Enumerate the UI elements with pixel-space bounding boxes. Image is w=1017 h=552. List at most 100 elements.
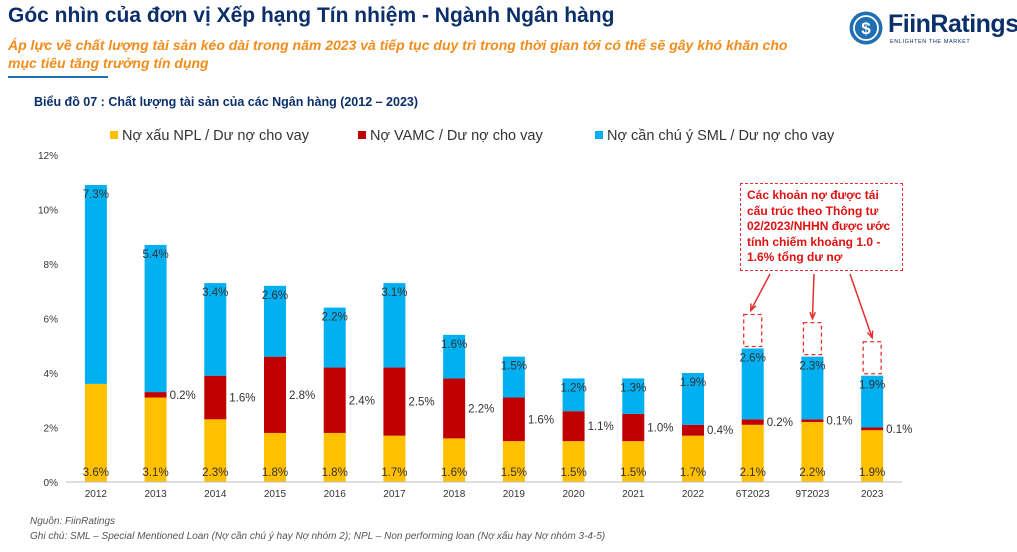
callout-arrowhead xyxy=(749,303,757,313)
bar-npl-2018 xyxy=(443,438,466,482)
y-tick-label: 2% xyxy=(44,424,59,435)
x-tick-label: 2012 xyxy=(85,489,108,500)
bar-sml-2013 xyxy=(144,244,167,393)
x-tick-label: 2013 xyxy=(144,489,167,500)
bar-sml-2019 xyxy=(502,356,525,398)
x-tick-label: 2016 xyxy=(324,489,347,500)
data-label-npl: 2.2% xyxy=(799,467,825,479)
bar-npl-9T2023 xyxy=(801,422,824,482)
bar-npl-6T2023 xyxy=(741,424,764,482)
data-label-sml: 7.3% xyxy=(83,189,109,201)
data-label-vamc: 2.5% xyxy=(408,397,434,409)
y-tick-label: 10% xyxy=(38,206,58,217)
bar-sml-2021 xyxy=(622,378,645,414)
data-label-npl: 1.7% xyxy=(680,467,706,479)
callout-arrow xyxy=(811,273,815,319)
x-tick-label: 2017 xyxy=(383,489,406,500)
data-label-vamc: 2.4% xyxy=(349,395,375,407)
legend-swatch-vamc xyxy=(358,131,366,139)
subtitle-underline xyxy=(8,76,108,78)
bar-vamc-2020 xyxy=(562,411,585,442)
data-label-npl: 1.7% xyxy=(381,467,407,479)
page-title: Góc nhìn của đơn vị Xếp hạng Tín nhiệm -… xyxy=(8,4,615,27)
bar-vamc-2018 xyxy=(443,378,466,439)
logo-circle-icon: $ xyxy=(849,11,883,45)
data-label-vamc: 1.6% xyxy=(528,414,554,426)
bar-sml-2015 xyxy=(264,285,286,357)
page-subtitle: Áp lực về chất lượng tài sản kéo dài tro… xyxy=(8,37,788,71)
x-tick-label: 6T2023 xyxy=(736,489,770,500)
bar-npl-2021 xyxy=(622,441,645,482)
data-label-vamc: 1.6% xyxy=(229,393,255,405)
bar-vamc-2013 xyxy=(144,392,167,398)
data-label-sml: 5.4% xyxy=(142,249,168,261)
data-label-sml: 2.3% xyxy=(799,361,825,373)
data-label-npl: 1.5% xyxy=(620,467,646,479)
callout-arrow xyxy=(750,273,771,311)
bar-npl-2015 xyxy=(264,432,286,482)
data-label-npl: 1.5% xyxy=(501,467,527,479)
bar-sml-2014 xyxy=(204,283,227,376)
data-label-vamc: 2.2% xyxy=(468,403,494,415)
bar-vamc-2022 xyxy=(682,424,704,436)
data-label-sml: 1.2% xyxy=(560,382,586,394)
chart-legend: Nợ xấu NPL / Dư nợ cho vay Nợ VAMC / Dư n… xyxy=(110,128,835,144)
bar-sml-2012 xyxy=(84,184,107,384)
fiinratings-logo: $ FiinRatings ENLIGHTEN THE MARKET xyxy=(848,10,1017,46)
glossary-note: Ghi chú: SML – Special Mentioned Loan (N… xyxy=(30,531,606,542)
data-label-sml: 1.6% xyxy=(441,339,467,351)
bar-sml-2022 xyxy=(682,373,704,425)
callout-arrow xyxy=(849,273,873,338)
chart-bars xyxy=(84,184,884,482)
bar-npl-2014 xyxy=(204,419,227,482)
data-label-sml: 1.9% xyxy=(680,377,706,389)
x-tick-label: 2014 xyxy=(204,489,227,500)
data-label-npl: 1.5% xyxy=(560,467,586,479)
x-tick-label: 2015 xyxy=(264,489,287,500)
bar-vamc-2023 xyxy=(861,427,884,431)
callout-arrowhead xyxy=(809,311,817,321)
bar-vamc-9T2023 xyxy=(801,419,824,423)
bar-npl-2023 xyxy=(861,430,884,482)
y-tick-label: 4% xyxy=(44,369,59,380)
legend-swatch-npl xyxy=(110,131,118,139)
x-tick-label: 2020 xyxy=(562,489,585,500)
bar-sml-2017 xyxy=(383,283,406,368)
bar-vamc-2014 xyxy=(204,375,227,420)
bar-npl-2012 xyxy=(84,383,107,482)
bar-npl-2013 xyxy=(144,397,167,482)
restructured-loans-annotation: Các khoản nợ được tái cấu trúc theo Thôn… xyxy=(740,183,903,271)
bar-vamc-2015 xyxy=(264,356,286,433)
data-label-npl: 1.8% xyxy=(262,467,288,479)
x-tick-label: 2019 xyxy=(503,489,526,500)
data-label-vamc: 2.8% xyxy=(289,390,315,402)
callout-box xyxy=(743,313,763,348)
x-tick-label: 2021 xyxy=(622,489,645,500)
data-label-npl: 3.6% xyxy=(83,467,109,479)
data-label-sml: 3.4% xyxy=(202,287,228,299)
y-tick-label: 0% xyxy=(44,478,59,489)
bar-vamc-2019 xyxy=(502,397,525,442)
data-label-sml: 1.9% xyxy=(859,380,885,392)
data-label-vamc: 0.4% xyxy=(707,425,733,437)
bar-vamc-2016 xyxy=(323,367,346,433)
data-label-sml: 1.3% xyxy=(620,382,646,394)
legend-label-sml: Nợ cần chú ý SML / Dư nợ cho vay xyxy=(607,128,835,144)
legend-label-npl: Nợ xấu NPL / Dư nợ cho vay xyxy=(122,128,310,144)
bar-npl-2020 xyxy=(562,441,585,482)
x-tick-label: 2023 xyxy=(861,489,884,500)
callout-box xyxy=(802,321,823,356)
chart-data-labels: 3.6% 7.3% 3.1% 0.2% 5.4% 2.3% 1.6% 3.4% 1.8% 2.8%… xyxy=(83,189,913,479)
data-label-sml: 1.5% xyxy=(501,361,527,373)
data-label-sml: 2.2% xyxy=(322,312,348,324)
bar-sml-2018 xyxy=(443,334,466,379)
data-label-sml: 2.6% xyxy=(740,352,766,364)
data-label-vamc: 1.0% xyxy=(647,423,673,435)
data-label-npl: 2.3% xyxy=(202,467,228,479)
callout-arrowhead xyxy=(866,330,874,340)
data-label-sml: 2.6% xyxy=(262,290,288,302)
callout-box xyxy=(862,341,882,375)
bar-npl-2016 xyxy=(323,432,346,482)
bar-sml-6T2023 xyxy=(741,348,764,420)
